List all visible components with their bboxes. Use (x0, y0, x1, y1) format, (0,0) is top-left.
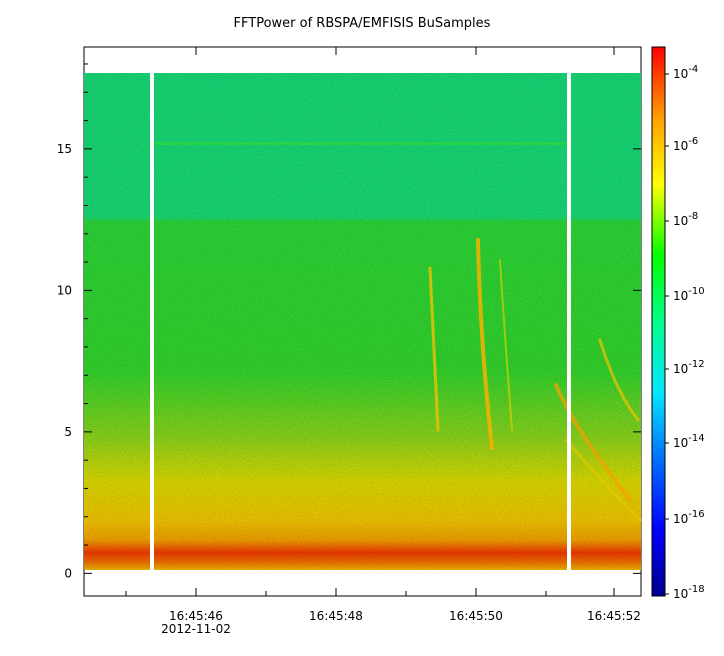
y-tick-label: 10 (57, 283, 72, 297)
x-tick-label: 16:45:52 (587, 609, 641, 623)
y-tick-label: 15 (57, 142, 72, 156)
y-tick-label: 0 (64, 566, 72, 580)
colorbar: 10-4 10-6 10-8 10-10 10-12 10-14 10-16 10-18 (651, 46, 705, 601)
x-axis: 16:45:46 16:45:48 16:45:50 16:45:52 2012-11-… (125, 47, 641, 636)
colorbar-tick-label: 10-4 (673, 64, 698, 81)
x-tick-label: 16:45:48 (309, 609, 363, 623)
data-gap-1 (150, 73, 154, 570)
y-axis: 0 5 10 15 (57, 63, 641, 580)
spectrogram-image (84, 73, 642, 570)
colorbar-tick-label: 10-18 (673, 584, 705, 601)
x-date-label: 2012-11-02 (161, 622, 231, 636)
colorbar-gradient (651, 46, 666, 597)
colorbar-tick-label: 10-14 (673, 433, 705, 450)
colorbar-tick-label: 10-16 (673, 509, 705, 526)
colorbar-tick-label: 10-8 (673, 211, 698, 228)
data-gap-2 (567, 73, 571, 570)
chart-title: FFTPower of RBSPA/EMFISIS BuSamples (233, 16, 491, 31)
line-15hz (152, 142, 569, 145)
colorbar-tick-label: 10-12 (673, 359, 705, 376)
emission-streaks (428, 238, 642, 522)
x-tick-label: 16:45:50 (449, 609, 503, 623)
colorbar-tick-label: 10-10 (673, 286, 705, 303)
colorbar-tick-label: 10-6 (673, 136, 698, 153)
y-tick-label: 5 (64, 425, 72, 439)
x-tick-label: 16:45:46 (169, 609, 223, 623)
